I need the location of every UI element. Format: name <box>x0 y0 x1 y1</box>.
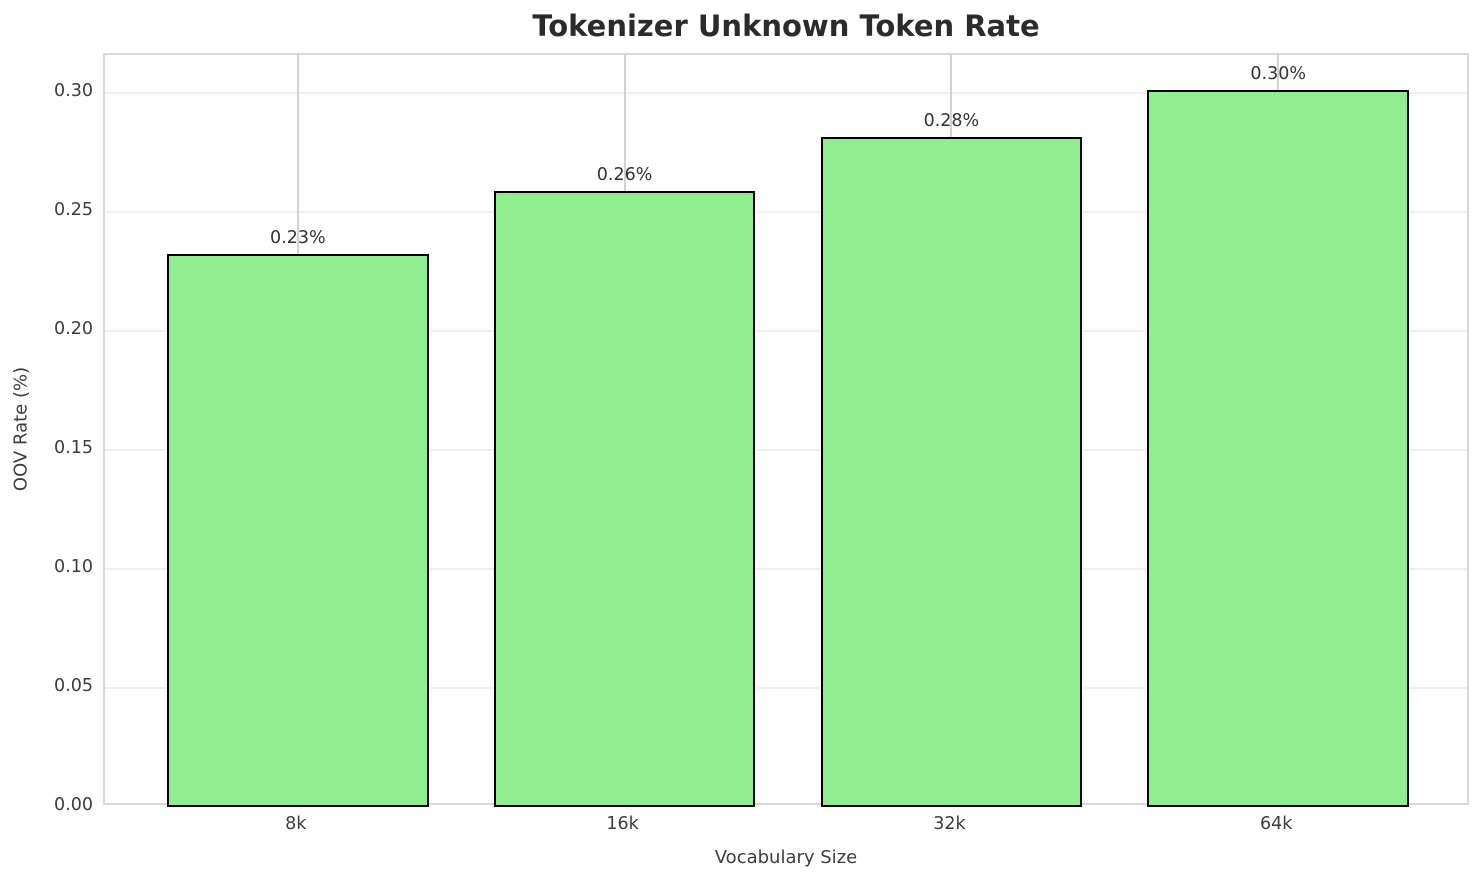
y-tick-label: 0.20 <box>54 319 93 340</box>
bar-value-label: 0.30% <box>1250 64 1306 85</box>
y-tick-label: 0.10 <box>54 557 93 578</box>
bar <box>1147 90 1409 807</box>
bar-value-label: 0.28% <box>923 111 980 132</box>
x-tick-label: 64k <box>1259 814 1293 834</box>
bar <box>820 137 1083 807</box>
y-tick-label: 0.30 <box>54 81 93 102</box>
x-tick-label: 8k <box>285 814 307 834</box>
x-axis-label: Vocabulary Size <box>714 847 858 868</box>
horizontal-gridline <box>105 211 1467 214</box>
chart-title: Tokenizer Unknown Token Rate <box>532 9 1040 43</box>
x-tick-label: 32k <box>933 814 966 834</box>
y-tick-label: 0.15 <box>54 438 93 459</box>
bar <box>493 191 756 807</box>
horizontal-gridline <box>105 687 1467 689</box>
bar-value-label: 0.26% <box>596 165 653 186</box>
plot-area: 0.23% 0.26% 0.28% 0.30% <box>103 53 1469 807</box>
bar <box>167 254 429 807</box>
y-tick-label: 0.00 <box>54 795 93 815</box>
y-tick-label: 0.05 <box>54 676 93 696</box>
y-tick-label: 0.25 <box>54 200 93 221</box>
horizontal-gridline <box>105 568 1467 571</box>
horizontal-gridline <box>105 330 1467 333</box>
horizontal-gridline <box>105 92 1467 95</box>
horizontal-gridline <box>105 449 1467 452</box>
x-tick-label: 16k <box>606 814 639 834</box>
y-axis-label: OOV Rate (%) <box>10 366 32 492</box>
bar-value-label: 0.23% <box>270 228 326 249</box>
